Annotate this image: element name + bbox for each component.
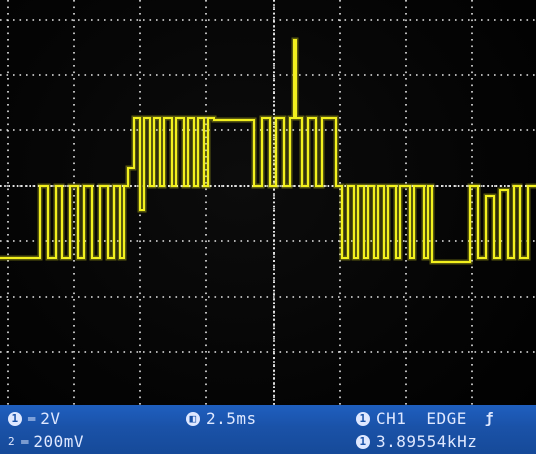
trigger-type: EDGE [426,409,467,428]
ch1-scale-readout: 1 ═ 2V [8,409,61,428]
status-bar: 1 ═ 2V 2 ═ 200mV ◧ 2.5ms 1 CH1 EDGE ƒ 1 … [0,405,536,454]
ch1-marker: 1 [8,411,22,426]
timebase-value: 2.5ms [206,409,257,428]
trigger-source: CH1 [376,409,407,428]
timebase-readout: ◧ 2.5ms [186,409,257,428]
ch1-scale: 2V [40,409,61,428]
timebase-icon: ◧ [186,411,200,426]
frequency-value: 3.89554kHz [376,432,478,451]
ch2-coupling-icon: ═ [21,434,28,449]
signal-trace [0,37,536,265]
ch2-marker: 2 [8,435,16,448]
trace-line [0,39,536,263]
waveform-display [0,0,536,405]
trace-glow [0,37,536,265]
ch1-coupling-icon: ═ [28,411,35,426]
trigger-readout: 1 CH1 EDGE ƒ [356,409,494,428]
trigger-marker: 1 [356,411,370,426]
trigger-slope-icon: ƒ [484,410,494,427]
freq-marker: 1 [356,434,370,449]
frequency-readout: 1 3.89554kHz [356,432,477,451]
ch2-scale: 200mV [33,432,85,451]
ch2-scale-readout: 2 ═ 200mV [8,432,84,451]
